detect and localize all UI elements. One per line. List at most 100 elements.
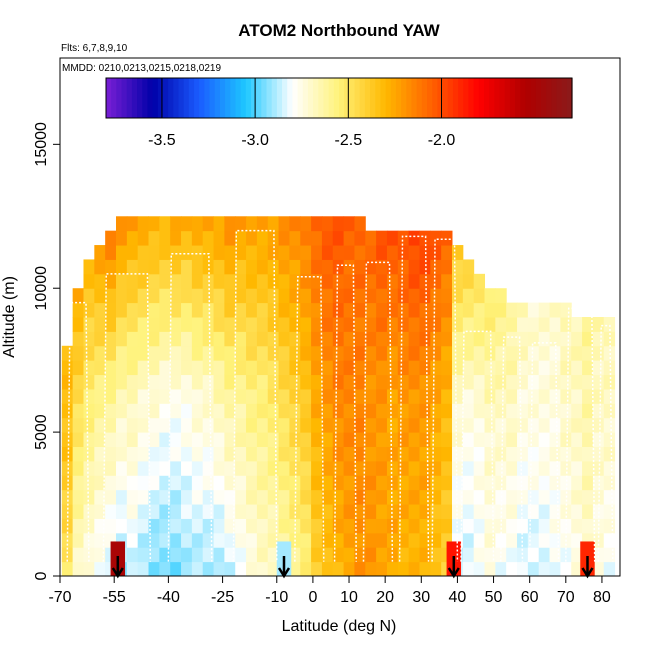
heatmap-cell <box>256 230 269 246</box>
heatmap-cell <box>300 489 312 505</box>
colorbar-swatch <box>380 78 387 118</box>
colorbar-swatch <box>339 78 345 118</box>
heatmap-cell <box>343 532 355 548</box>
heatmap-cell <box>343 547 355 563</box>
heatmap-cell <box>376 460 388 476</box>
heatmap-cell <box>137 532 150 548</box>
heatmap-cell <box>549 475 561 491</box>
heatmap-cell <box>256 245 269 260</box>
heatmap-cell <box>235 504 247 519</box>
heatmap-cell <box>397 489 410 505</box>
heatmap-cell <box>224 489 236 505</box>
heatmap-cell <box>159 417 171 433</box>
heatmap-cell <box>332 532 345 548</box>
heatmap-cell <box>376 317 388 332</box>
heatmap-cell <box>441 403 453 419</box>
heatmap-cell <box>235 345 247 361</box>
heatmap-cell <box>419 288 431 304</box>
colorbar-swatch <box>535 78 542 118</box>
heatmap-cell <box>159 360 171 376</box>
heatmap-cell <box>484 388 496 404</box>
heatmap-cell <box>256 547 269 563</box>
heatmap-cell <box>202 532 215 548</box>
heatmap-cell <box>538 417 551 433</box>
heatmap-cell <box>441 532 453 548</box>
heatmap-cell <box>517 374 529 390</box>
heatmap-cell <box>235 518 247 534</box>
colorbar-swatch <box>473 78 480 118</box>
colorbar-swatch <box>437 78 444 118</box>
heatmap-cell <box>517 331 529 347</box>
heatmap-cell <box>495 518 507 534</box>
heatmap-cell <box>148 403 160 419</box>
heatmap-cell <box>430 475 442 491</box>
heatmap-cell <box>506 403 518 419</box>
heatmap-cell <box>473 547 486 563</box>
heatmap-cell <box>386 374 399 390</box>
heatmap-cell <box>170 302 182 318</box>
heatmap-cell <box>311 518 323 534</box>
heatmap-cell <box>560 360 572 376</box>
heatmap-cell <box>441 432 453 447</box>
heatmap-cell <box>256 403 269 419</box>
heatmap-cell <box>408 475 420 491</box>
plot-frame <box>59 57 621 577</box>
heatmap-cell <box>538 374 551 390</box>
heatmap-cell <box>235 432 247 447</box>
heatmap-cell <box>582 331 594 347</box>
heatmap-cell <box>300 360 312 376</box>
heatmap-cell <box>256 388 269 404</box>
heatmap-cell <box>506 504 518 519</box>
heatmap-cell <box>181 504 193 519</box>
heatmap-cell <box>105 432 117 447</box>
heatmap-cell <box>170 432 182 447</box>
heatmap-cell <box>137 417 150 433</box>
heatmap-cell <box>267 518 280 534</box>
heatmap-cell <box>419 532 431 548</box>
heatmap-cell <box>191 504 204 519</box>
heatmap-cell <box>83 288 95 304</box>
heatmap-cell <box>246 489 258 505</box>
heatmap-cell <box>571 518 583 534</box>
heatmap-cell <box>332 489 345 505</box>
heatmap-cell <box>61 374 74 390</box>
heatmap-cell <box>452 331 464 347</box>
heatmap-cell <box>354 518 366 534</box>
heatmap-cell <box>462 532 475 548</box>
heatmap-cell <box>191 331 204 347</box>
heatmap-cell <box>549 532 561 548</box>
heatmap-cell <box>246 504 258 519</box>
heatmap-cell <box>549 317 561 332</box>
heatmap-cell <box>213 489 225 505</box>
heatmap-cell <box>506 302 518 318</box>
heatmap-cell <box>365 388 377 404</box>
heatmap-cell <box>484 489 496 505</box>
heatmap-cell <box>256 432 269 447</box>
heatmap-cell <box>452 374 464 390</box>
heatmap-cell <box>191 245 204 260</box>
heatmap-cell <box>289 273 301 289</box>
heatmap-cell <box>441 518 453 534</box>
heatmap-cell <box>484 417 496 433</box>
heatmap-cell <box>592 317 605 332</box>
heatmap-cell <box>527 403 540 419</box>
heatmap-cell <box>592 417 605 433</box>
heatmap-cell <box>202 460 215 476</box>
heatmap-cell <box>484 403 496 419</box>
heatmap-cell <box>484 432 496 447</box>
heatmap-cell <box>137 259 150 275</box>
flight-profile-line <box>500 336 524 562</box>
heatmap-cell <box>72 518 84 534</box>
heatmap-cell <box>365 259 377 275</box>
heatmap-cell <box>538 489 551 505</box>
heatmap-cell <box>321 403 334 419</box>
heatmap-cell <box>430 504 442 519</box>
heatmap-cell <box>386 317 399 332</box>
flight-profile-line <box>362 261 394 562</box>
y-axis-label: Altitude (m) <box>1 276 18 358</box>
colorbar-swatch <box>556 78 563 118</box>
heatmap-cell <box>462 489 475 505</box>
heatmap-cell <box>354 403 366 419</box>
heatmap-cell <box>408 331 420 347</box>
heatmap-cell <box>72 345 84 361</box>
